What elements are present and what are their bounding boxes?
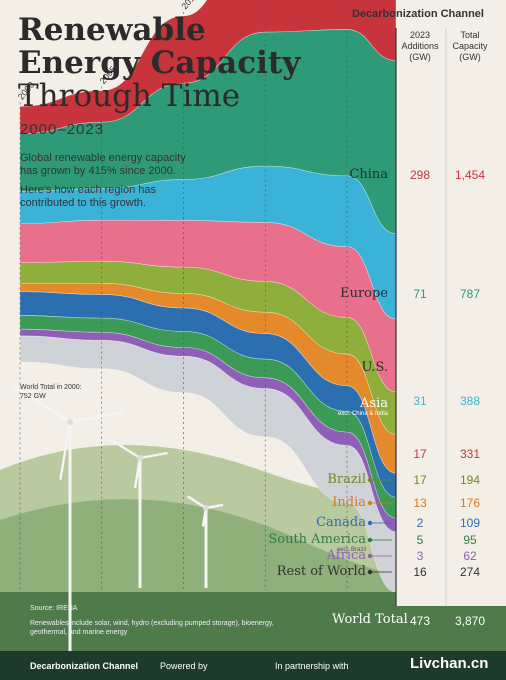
additions-india: 13 (413, 496, 427, 510)
world-total-2000-label: World Total in 2000: 752 GW (20, 384, 82, 400)
column-header-additions: 2023 Additions (GW) (401, 30, 439, 62)
total-rest-of-world: 274 (459, 565, 481, 579)
total-u-s-: 388 (459, 394, 481, 408)
world-total-capacity: 3,870 (454, 614, 486, 628)
page-title: Renewable Energy Capacity Through Time (18, 14, 318, 113)
turbine-medium-blade-1 (139, 451, 168, 460)
watermark: Livchan.cn (410, 655, 489, 672)
footer-powered-by: Powered by (160, 661, 208, 671)
total-south-america: 95 (463, 533, 477, 547)
additions-rest-of-world: 16 (413, 565, 427, 579)
turbine-medium-blade-2 (133, 457, 142, 489)
region-label-asia: Asia (360, 396, 388, 411)
turbine-large-blade-2 (59, 421, 72, 480)
definition-note: Renewables include solar, wind, hydro (e… (30, 620, 274, 636)
leader-dot-canada (367, 520, 373, 526)
total-india: 176 (459, 496, 481, 510)
region-label-china: China (349, 167, 388, 182)
turbine-large-blade-1 (69, 411, 124, 424)
turbine-small-hub (203, 505, 209, 511)
table-panel (396, 28, 506, 606)
region-sublabel-south-america: excl. Brazil (336, 547, 366, 553)
column-header-total: Total Capacity (GW) (452, 30, 488, 62)
region-label-u-s-: U.S. (361, 360, 388, 375)
area-china (19, 0, 397, 134)
region-label-europe: Europe (340, 286, 388, 301)
region-label-india: India (332, 495, 366, 510)
world-total-additions: 473 (409, 614, 431, 628)
title-line-1: Renewable (18, 12, 206, 48)
additions-china: 298 (409, 168, 431, 182)
additions-u-s-: 31 (413, 394, 427, 408)
region-sublabel-asia: excl. China & India (337, 411, 388, 417)
brand-logo: Decarbonization Channel (351, 8, 484, 20)
title-line-2: Energy Capacity (18, 45, 301, 81)
region-label-canada: Canada (316, 515, 366, 530)
leader-dot-brazil (367, 477, 373, 483)
title-line-3: Through Time (18, 78, 241, 114)
additions-south-america: 5 (416, 533, 424, 547)
region-label-africa: Africa (326, 548, 366, 563)
total-asia: 331 (459, 447, 481, 461)
additions-africa: 3 (416, 549, 424, 563)
turbine-small-blade-2 (201, 507, 208, 527)
turbine-small-blade-0 (186, 495, 207, 510)
additions-canada: 2 (416, 516, 424, 530)
footer-partner: In partnership with (275, 661, 349, 671)
description-2: Here's how each region has contributed t… (20, 184, 157, 209)
total-canada: 109 (459, 516, 481, 530)
turbine-medium-hub (137, 455, 143, 461)
additions-europe: 71 (413, 287, 427, 301)
leader-dot-africa (367, 553, 373, 559)
region-label-rest-of-world: Rest of World (276, 564, 366, 579)
source-note: Source: IRENA Renewables include solar, … (30, 604, 290, 637)
total-africa: 62 (463, 549, 477, 563)
description-1: Global renewable energy capacity has gro… (20, 152, 186, 177)
year-label-2010: 2010 (179, 0, 200, 11)
total-brazil: 194 (459, 473, 481, 487)
turbine-large-blade-0 (11, 384, 71, 424)
years-range: 2000–2023 (20, 121, 105, 138)
additions-asia: 17 (413, 447, 427, 461)
leader-dot-rest-of-world (367, 569, 373, 575)
region-label-brazil: Brazil (327, 472, 366, 487)
leader-dot-south-america (367, 537, 373, 543)
total-europe: 787 (459, 287, 481, 301)
total-china: 1,454 (454, 168, 486, 182)
region-label-south-america: South America (268, 532, 366, 547)
world-total-label: World Total (332, 612, 408, 627)
turbine-large-hub (67, 419, 73, 425)
footer-brand: Decarbonization Channel (30, 661, 139, 671)
turbine-medium-blade-0 (109, 437, 141, 460)
footer-bar: Decarbonization Channel Powered by In pa… (0, 651, 506, 680)
source-label: Source: IRENA (30, 605, 78, 612)
leader-dot-india (367, 500, 373, 506)
additions-brazil: 17 (413, 473, 427, 487)
